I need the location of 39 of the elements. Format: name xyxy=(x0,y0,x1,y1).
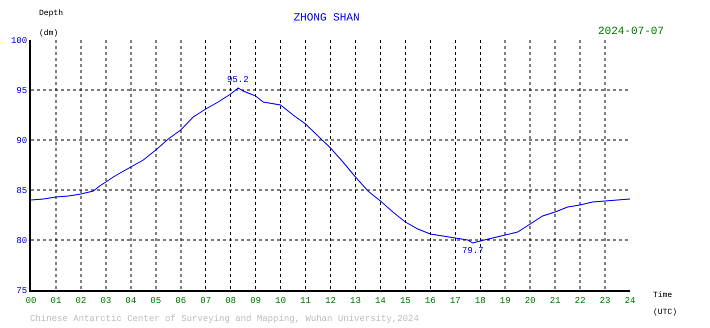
x-tick-label: 00 xyxy=(26,296,36,306)
x-tick-label: 17 xyxy=(450,296,461,306)
x-tick-label: 10 xyxy=(275,296,286,306)
x-tick-label: 21 xyxy=(550,296,561,306)
x-tick-label: 20 xyxy=(524,296,536,306)
annotation: 79.7 xyxy=(462,246,484,256)
x-tick-label: 07 xyxy=(200,296,212,306)
annotation: 95.2 xyxy=(227,75,249,85)
x-tick-label: 09 xyxy=(250,296,262,306)
x-tick-label: 11 xyxy=(300,296,311,306)
x-tick-label: 22 xyxy=(574,296,586,306)
line-series xyxy=(31,88,630,244)
text: Depth (dm) xyxy=(39,9,64,38)
x-tick-label: 16 xyxy=(424,296,436,306)
x-tick-label: 08 xyxy=(225,296,236,306)
x-tick-label: 23 xyxy=(600,296,610,306)
text: Chinese Antarctic Center of Surveying and Mapping, Wuhan University,2024 xyxy=(30,314,419,324)
text: 2024-07-07 xyxy=(598,26,664,38)
x-tick-label: 06 xyxy=(175,296,186,306)
y-tick-label: 75 xyxy=(16,286,28,296)
x-tick-label: 24 xyxy=(624,296,636,306)
x-tick-label: 04 xyxy=(125,296,136,306)
x-tick-label: 19 xyxy=(500,296,511,306)
x-tick-label: 01 xyxy=(50,296,62,306)
x-tick-label: 14 xyxy=(375,296,386,306)
y-tick-label: 100 xyxy=(10,36,28,46)
x-axis-title: Time (UTC) xyxy=(653,291,678,317)
x-tick-label: 15 xyxy=(400,296,411,306)
y-tick-label: 95 xyxy=(16,86,28,96)
x-tick-label: 12 xyxy=(325,296,336,306)
chart-title: ZHONG SHAN xyxy=(294,12,360,24)
y-tick-label: 85 xyxy=(16,186,28,196)
y-tick-label: 80 xyxy=(16,236,28,246)
x-tick-label: 13 xyxy=(350,296,361,306)
y-tick-label: 90 xyxy=(16,136,28,146)
x-tick-label: 18 xyxy=(474,296,486,306)
x-tick-label: 05 xyxy=(150,296,162,306)
x-tick-label: 02 xyxy=(76,296,86,306)
x-tick-label: 03 xyxy=(100,296,112,306)
